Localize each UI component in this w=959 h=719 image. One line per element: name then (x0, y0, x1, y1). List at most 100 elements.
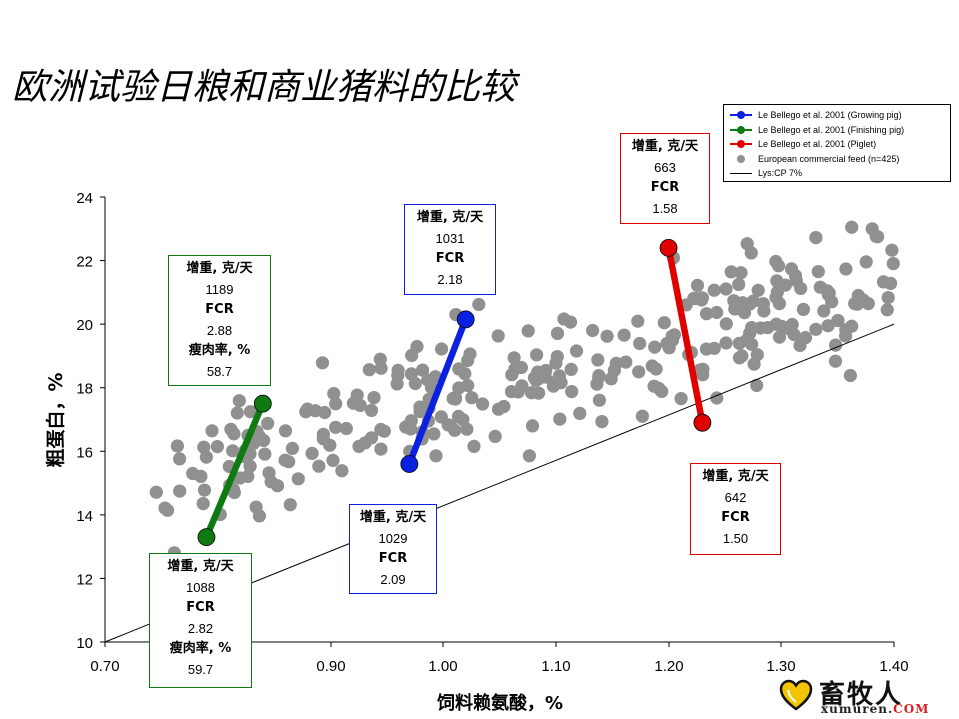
commercial-feed-point (521, 324, 535, 338)
commercial-feed-point (573, 406, 587, 420)
commercial-feed-point (461, 378, 475, 393)
commercial-feed-point (756, 297, 771, 311)
commercial-feed-point (491, 329, 505, 343)
commercial-feed-point (530, 348, 544, 362)
x-tick-label: 0.90 (316, 658, 345, 675)
commercial-feed-point (327, 387, 341, 401)
annotation-heading: 增重, 克/天 (186, 261, 253, 276)
commercial-feed-point (546, 376, 561, 390)
annotation-heading: 增重, 克/天 (167, 559, 234, 574)
commercial-feed-point (285, 441, 299, 455)
series-point-finishing (197, 528, 216, 547)
commercial-feed-point (335, 464, 349, 478)
annotation-heading: FCR (435, 251, 465, 266)
commercial-feed-point (745, 337, 759, 351)
commercial-feed-point (751, 283, 765, 297)
commercial-feed-point (186, 466, 200, 481)
commercial-feed-points (149, 220, 900, 560)
commercial-feed-point (769, 290, 783, 304)
trial-series (197, 238, 712, 547)
commercial-feed-point (831, 313, 845, 328)
legend-item-finishing: Le Bellego et al. 2001 (Finishing pig) (730, 123, 944, 138)
legend-label: Le Bellego et al. 2001 (Piglet) (758, 139, 877, 150)
annotation-heading: FCR (378, 551, 408, 566)
commercial-feed-point (553, 412, 567, 426)
commercial-feed-point (821, 319, 835, 333)
commercial-feed-point (232, 394, 246, 408)
commercial-feed-point (732, 277, 746, 291)
annotation-value: 663 (654, 159, 676, 175)
commercial-feed-point (839, 262, 853, 276)
commercial-feed-point (429, 449, 443, 463)
commercial-feed-point (312, 459, 326, 473)
annotation-heading: 瘦肉率, % (169, 641, 232, 656)
commercial-feed-point (732, 351, 747, 365)
series-line-growing (406, 316, 469, 468)
commercial-feed-point (408, 376, 422, 391)
commercial-feed-point (339, 421, 353, 436)
commercial-feed-point (859, 255, 873, 269)
legend-label: Lys:CP 7% (758, 168, 803, 179)
annotation-value: 2.82 (187, 620, 214, 636)
commercial-feed-point (880, 303, 894, 317)
y-tick-label: 10 (76, 635, 93, 652)
y-tick-label: 18 (76, 381, 93, 398)
commercial-feed-point (467, 439, 481, 453)
series-line-piglet (665, 244, 706, 426)
commercial-feed-point (488, 429, 502, 443)
y-axis-label: 粗蛋白，% (44, 372, 67, 467)
y-tick-label: 20 (76, 317, 93, 334)
commercial-feed-point (367, 391, 381, 405)
commercial-feed-point (789, 273, 803, 287)
axes: 10 12 14 16 18 20 22 24 0.70 0.90 1.00 1.10 1.20 1.30… (76, 190, 908, 675)
annotation-heading: 增重, 克/天 (631, 139, 699, 154)
commercial-feed-point (674, 392, 688, 406)
commercial-feed-point (733, 300, 747, 315)
series-point-piglet (693, 413, 712, 432)
commercial-feed-point (770, 274, 784, 288)
commercial-feed-point (364, 403, 379, 417)
commercial-feed-point (262, 466, 276, 480)
commercial-feed-point (550, 350, 564, 364)
commercial-feed-point (745, 321, 759, 335)
commercial-feed-point (525, 419, 540, 433)
legend-label: Le Bellego et al. 2001 (Finishing pig) (758, 124, 905, 135)
commercial-feed-point (699, 307, 714, 321)
commercial-feed-point (507, 351, 521, 365)
commercial-feed-point (527, 371, 542, 385)
annotation-value: 1088 (186, 579, 215, 595)
series-point-growing (400, 455, 419, 473)
commercial-feed-point (196, 497, 210, 511)
y-tick-label: 14 (76, 508, 93, 525)
annotation-heading: 增重, 克/天 (416, 210, 484, 225)
commercial-feed-point (734, 266, 748, 280)
commercial-feed-point (884, 276, 898, 290)
legend-label: European commercial feed (n=425) (758, 153, 900, 164)
commercial-feed-point (881, 291, 895, 305)
commercial-feed-point (719, 336, 733, 350)
commercial-feed-point (377, 424, 391, 438)
annotation-piglet-high: 增重, 克/天 663 FCR 1.58 (620, 133, 710, 224)
commercial-feed-point (460, 422, 474, 436)
commercial-feed-point (564, 362, 578, 376)
commercial-feed-point (149, 485, 163, 499)
xumuren-logo: 畜牧人 xumuren.COM (779, 672, 949, 718)
commercial-feed-point (205, 424, 219, 438)
commercial-feed-point (353, 398, 367, 412)
commercial-feed-point (649, 362, 663, 376)
commercial-feed-point (811, 265, 825, 279)
commercial-feed-point (750, 348, 764, 362)
commercial-feed-point (452, 362, 466, 376)
x-tick-label: 0.70 (90, 658, 119, 675)
commercial-feed-point (524, 386, 539, 400)
commercial-feed-point (227, 427, 241, 441)
commercial-feed-point (839, 323, 853, 337)
annotation-value: 58.7 (206, 363, 233, 379)
annotation-heading: 增重, 克/天 (359, 510, 427, 525)
commercial-feed-point (308, 404, 322, 418)
legend-label: Le Bellego et al. 2001 (Growing pig) (758, 110, 902, 121)
slide-title: 欧洲试验日粮和商业猪料的比较 (12, 67, 517, 108)
annotation-value: 1.58 (652, 200, 678, 216)
commercial-feed-point (305, 446, 319, 460)
commercial-feed-point (316, 432, 330, 446)
